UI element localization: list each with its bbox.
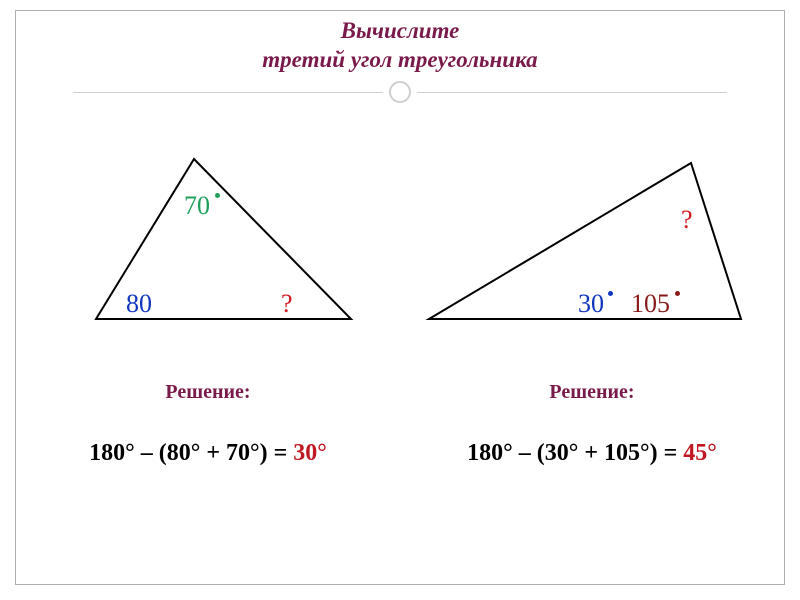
solution-2-equation: 180° – (30° + 105°) = 45° [400, 440, 784, 467]
solution-1-equation: 180° – (80° + 70°) = 30° [16, 440, 400, 467]
solutions-row: Решение: 180° – (80° + 70°) = 30° Решени… [16, 381, 784, 467]
ornament-ring [389, 81, 411, 103]
solution-1-prefix: 180° – (80° + 70°) = [89, 440, 293, 466]
solution-1-heading: Решение: [16, 381, 400, 404]
triangle-2-angle-right: 105 [631, 289, 670, 319]
solution-2-prefix: 180° – (30° + 105°) = [467, 440, 683, 466]
ornament-right-line [417, 92, 727, 93]
solution-2-heading: Решение: [400, 381, 784, 404]
triangle-2-angle-left-degree-dot [608, 291, 613, 296]
triangle-1-angle-left: 80 [126, 289, 152, 319]
title-ornament [16, 81, 784, 103]
solution-2: Решение: 180° – (30° + 105°) = 45° [400, 381, 784, 467]
solution-1: Решение: 180° – (80° + 70°) = 30° [16, 381, 400, 467]
triangle-2: ? 30 105 [421, 141, 741, 341]
triangle-1-angle-right: ? [281, 289, 293, 319]
title-block: Вычислите третий угол треугольника [16, 17, 784, 75]
triangle-2-angle-top: ? [681, 205, 693, 235]
slide-frame: Вычислите третий угол треугольника 70 80… [15, 10, 785, 585]
solution-1-answer: 30° [293, 440, 327, 466]
triangle-1: 70 80 ? [76, 141, 396, 341]
ornament-left-line [73, 92, 383, 93]
triangle-1-angle-top-degree-dot [215, 193, 220, 198]
triangle-1-svg [76, 141, 371, 331]
diagram-area: 70 80 ? ? 30 105 [16, 141, 784, 371]
triangle-2-angle-left: 30 [578, 289, 604, 319]
title-line-1: Вычислите [16, 17, 784, 46]
solution-2-answer: 45° [683, 440, 717, 466]
triangle-2-angle-right-degree-dot [675, 291, 680, 296]
triangle-1-angle-top: 70 [184, 191, 210, 221]
title-line-2: третий угол треугольника [16, 46, 784, 75]
